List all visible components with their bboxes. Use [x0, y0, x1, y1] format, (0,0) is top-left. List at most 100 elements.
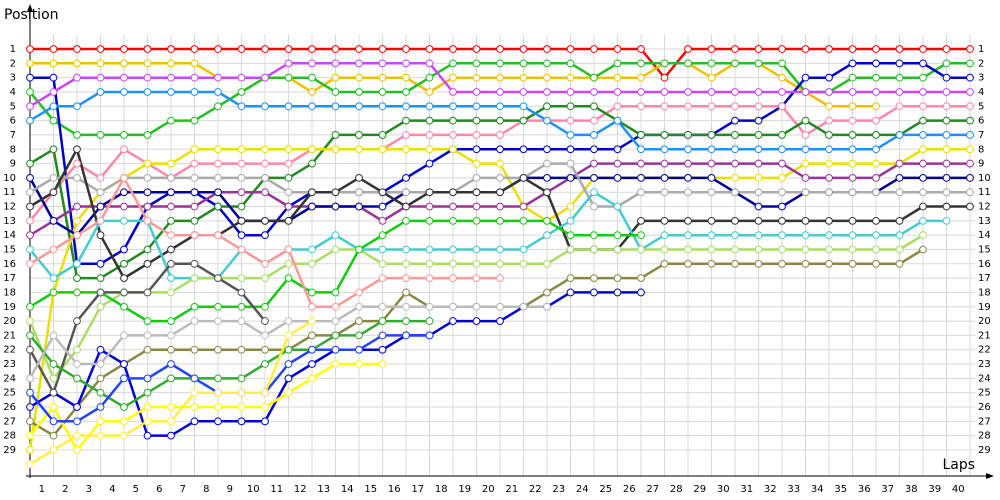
lap-marker [331, 188, 340, 197]
lap-marker [26, 245, 34, 254]
lap-marker [707, 216, 716, 225]
lap-marker [26, 446, 34, 454]
lap-marker [49, 88, 58, 96]
lap-marker [237, 403, 246, 411]
y-tick-label: 20 [3, 316, 16, 327]
y-tick-label-right: 28 [978, 431, 991, 442]
lap-marker [237, 188, 246, 197]
lap-marker [237, 302, 246, 311]
lap-marker [284, 274, 293, 283]
y-tick-label-right: 1 [978, 44, 984, 55]
lap-marker [284, 245, 293, 254]
lap-marker [825, 102, 833, 111]
y-tick-label: 9 [10, 159, 16, 170]
lap-marker [519, 259, 528, 268]
lap-marker [402, 131, 410, 139]
lap-marker [96, 231, 105, 240]
lap-marker [543, 188, 551, 197]
lap-marker [308, 202, 316, 211]
lap-marker [214, 145, 222, 154]
x-tick-label: 12 [294, 484, 307, 495]
lap-marker [613, 73, 622, 82]
lap-marker [472, 202, 481, 211]
lap-marker [331, 345, 340, 354]
lap-marker [143, 173, 152, 182]
lap-marker [660, 231, 669, 240]
lap-marker [167, 216, 175, 225]
y-tick-label-right: 6 [978, 116, 984, 127]
lap-marker [378, 274, 387, 283]
lap-marker [308, 374, 316, 383]
lap-marker [120, 73, 128, 82]
lap-marker [237, 417, 246, 426]
lap-marker [214, 188, 222, 197]
lap-marker [895, 173, 904, 182]
lap-marker [872, 116, 880, 125]
y-tick-label-right: 11 [978, 187, 991, 198]
lap-marker [566, 145, 575, 154]
lap-marker [942, 202, 951, 211]
y-tick-label-right: 5 [978, 101, 984, 112]
lap-marker [378, 360, 387, 368]
lap-marker [919, 202, 927, 211]
lap-marker [190, 259, 199, 268]
lap-marker [402, 116, 410, 125]
lap-marker [942, 45, 951, 53]
lap-marker [684, 131, 692, 139]
lap-marker [73, 216, 81, 225]
lap-marker [872, 73, 880, 82]
lap-marker [308, 245, 316, 254]
lap-marker [895, 73, 904, 82]
lap-marker [190, 159, 199, 168]
lap-marker [378, 45, 387, 53]
lap-marker [143, 202, 152, 211]
lap-marker [449, 274, 457, 283]
y-tick-label-right: 16 [978, 259, 991, 270]
lap-marker [496, 274, 504, 283]
lap-marker [167, 231, 175, 240]
lap-marker [96, 88, 105, 96]
lap-marker [73, 73, 81, 82]
x-tick-label: 33 [787, 484, 800, 495]
lap-marker [96, 188, 105, 197]
lap-marker [590, 231, 598, 240]
lap-marker [801, 45, 810, 53]
lap-marker [919, 145, 927, 154]
lap-marker [731, 131, 739, 139]
lap-marker [237, 173, 246, 182]
lap-marker [637, 59, 645, 68]
y-tick-label: 25 [3, 388, 16, 399]
lap-marker [378, 216, 387, 225]
lap-marker [754, 202, 763, 211]
lap-marker [778, 45, 786, 53]
lap-marker [449, 88, 457, 96]
lap-marker [919, 116, 927, 125]
lap-marker [966, 73, 974, 82]
lap-marker [26, 188, 34, 197]
lap-marker [26, 302, 34, 311]
lap-marker [496, 173, 504, 182]
lap-marker [590, 131, 598, 139]
y-tick-label: 11 [3, 187, 16, 198]
lap-marker [167, 173, 175, 182]
lap-marker [284, 216, 293, 225]
y-tick-label-right: 22 [978, 345, 991, 356]
lap-marker [543, 102, 551, 111]
lap-marker [214, 302, 222, 311]
y-tick-label-right: 12 [978, 202, 991, 213]
lap-marker [284, 145, 293, 154]
lap-marker [684, 45, 692, 53]
lap-marker [355, 131, 363, 139]
lap-marker [519, 45, 528, 53]
lap-marker [190, 73, 199, 82]
lap-marker [284, 73, 293, 82]
lap-marker [684, 159, 692, 168]
lap-marker [308, 45, 316, 53]
lap-marker [543, 288, 551, 297]
lap-marker [214, 388, 222, 397]
lap-marker [496, 88, 504, 96]
lap-marker [590, 73, 598, 82]
y-tick-label-right: 26 [978, 402, 991, 413]
